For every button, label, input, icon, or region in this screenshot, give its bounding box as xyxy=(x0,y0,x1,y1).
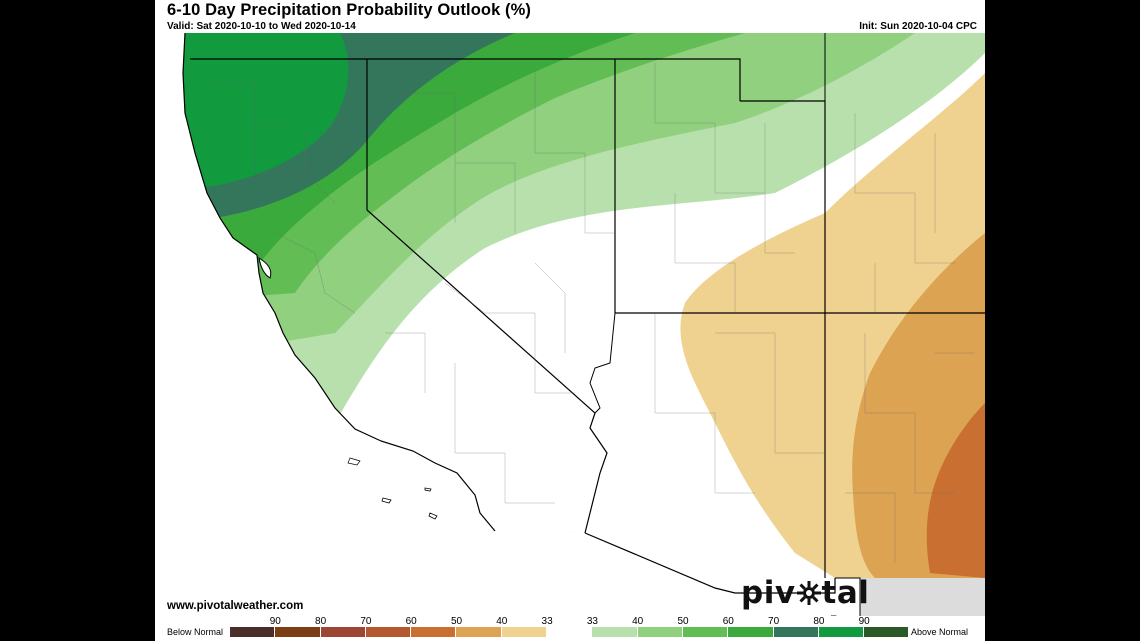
legend-swatches xyxy=(230,627,910,637)
legend-swatch-above-60 xyxy=(728,627,774,637)
county-lines xyxy=(215,63,975,563)
legend-tick-label: 40 xyxy=(496,616,508,627)
legend-swatch-normal xyxy=(547,627,593,637)
legend-tick-label: 60 xyxy=(722,616,734,627)
legend-swatch-below-80 xyxy=(275,627,321,637)
legend: Below Normal 90 80 70 60 50 40 33 33 40 50 60 70 80 9… xyxy=(155,616,985,641)
land-layer xyxy=(183,33,985,618)
legend-swatch-below-40 xyxy=(456,627,502,637)
legend-tick-label: 80 xyxy=(813,616,825,627)
map-frame: 6-10 Day Precipitation Probability Outlo… xyxy=(155,0,985,641)
brand-text-start: piv xyxy=(741,575,796,611)
legend-swatch-below-90 xyxy=(230,627,276,637)
legend-tick-label: 70 xyxy=(768,616,780,627)
legend-swatch-above-90 xyxy=(864,627,910,637)
legend-tick-labels: 90 80 70 60 50 40 33 33 40 50 60 70 80 90 xyxy=(230,616,910,627)
legend-swatch-above-80 xyxy=(818,627,865,637)
sf-bay xyxy=(258,256,272,279)
channel-islands xyxy=(381,487,438,520)
legend-swatch-above-70 xyxy=(773,627,819,637)
legend-swatch-above-33 xyxy=(592,627,638,637)
valid-period: Valid: Sat 2020-10-10 to Wed 2020-10-14 xyxy=(167,21,356,32)
legend-tick-label: 40 xyxy=(632,616,644,627)
legend-swatch-above-40 xyxy=(637,627,683,637)
legend-swatch-above-50 xyxy=(682,627,729,637)
legend-tick-label: 50 xyxy=(677,616,689,627)
legend-swatch-below-33 xyxy=(501,627,548,637)
legend-tick-label: 50 xyxy=(450,616,463,627)
below-50-region xyxy=(926,403,985,578)
legend-swatch-below-60 xyxy=(365,627,412,637)
legend-tick-label: 90 xyxy=(269,616,281,627)
legend-below-label: Below Normal xyxy=(167,627,224,637)
boundaries xyxy=(190,33,985,618)
legend-above-label: Above Normal xyxy=(911,627,969,637)
above-80-region xyxy=(183,33,349,188)
page-title: 6-10 Day Precipitation Probability Outlo… xyxy=(167,1,531,19)
mexico-no-data-east xyxy=(860,573,985,618)
coastline xyxy=(182,33,496,532)
legend-tick-label: 60 xyxy=(405,616,417,627)
legend-tick-label: 90 xyxy=(858,616,870,627)
legend-tick-label: 33 xyxy=(541,616,553,627)
website-url: www.pivotalweather.com xyxy=(167,600,304,612)
legend-swatch-below-50 xyxy=(411,627,457,637)
legend-swatch-below-70 xyxy=(320,627,366,637)
legend-tick-label: 70 xyxy=(360,616,372,627)
legend-tick-label: 33 xyxy=(586,616,598,627)
gear-icon xyxy=(796,578,822,605)
precipitation-map xyxy=(155,33,985,618)
init-time: Init: Sun 2020-10-04 CPC xyxy=(859,21,977,32)
legend-tick-label: 80 xyxy=(315,616,327,627)
